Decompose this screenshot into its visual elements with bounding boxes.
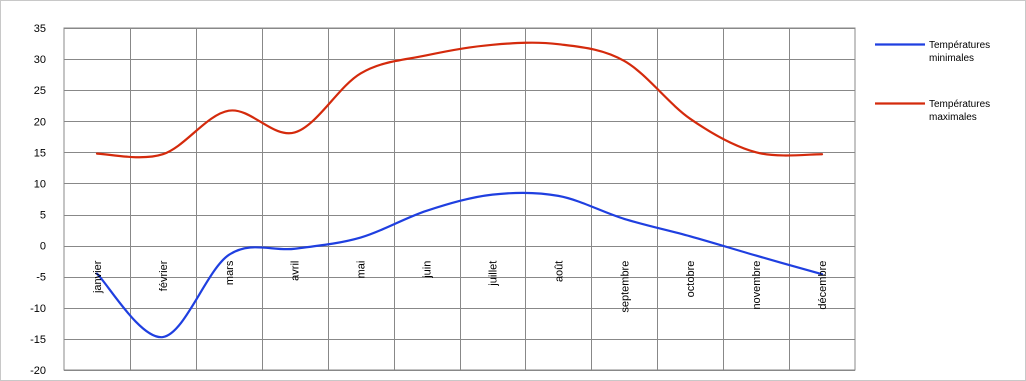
legend-label-0: minimales — [929, 53, 974, 64]
legend-label-1: Températures — [929, 99, 990, 110]
x-category-label: juin — [422, 261, 434, 279]
y-tick-label: 20 — [34, 116, 46, 128]
y-tick-label: -20 — [30, 365, 46, 377]
y-tick-label: -15 — [30, 334, 46, 346]
y-tick-label: 5 — [40, 210, 46, 222]
x-category-label: juillet — [487, 261, 499, 287]
plot-area — [63, 27, 856, 371]
x-category-label: novembre — [751, 261, 763, 310]
x-category-label: août — [553, 261, 565, 282]
x-category-label: octobre — [685, 261, 697, 298]
x-category-label: janvier — [92, 260, 104, 294]
legend-label-1: maximales — [929, 112, 977, 123]
y-tick-label: 35 — [34, 23, 46, 35]
x-category-label: septembre — [619, 261, 631, 313]
y-tick-label: -5 — [36, 272, 46, 284]
series-line-1 — [95, 41, 824, 159]
x-category-label: mars — [224, 260, 236, 285]
x-category-label: avril — [290, 261, 302, 281]
x-category-label: décembre — [817, 261, 829, 310]
y-tick-label: 25 — [34, 85, 46, 97]
y-tick-label: 10 — [34, 178, 46, 190]
series-line-0 — [95, 191, 824, 339]
y-tick-label: -10 — [30, 303, 46, 315]
y-tick-label: 15 — [34, 147, 46, 159]
y-tick-label: 0 — [40, 241, 46, 253]
legend-label-0: Températures — [929, 40, 990, 51]
y-tick-label: 30 — [34, 54, 46, 66]
x-category-label: février — [158, 260, 170, 291]
x-category-label: mai — [356, 261, 368, 279]
